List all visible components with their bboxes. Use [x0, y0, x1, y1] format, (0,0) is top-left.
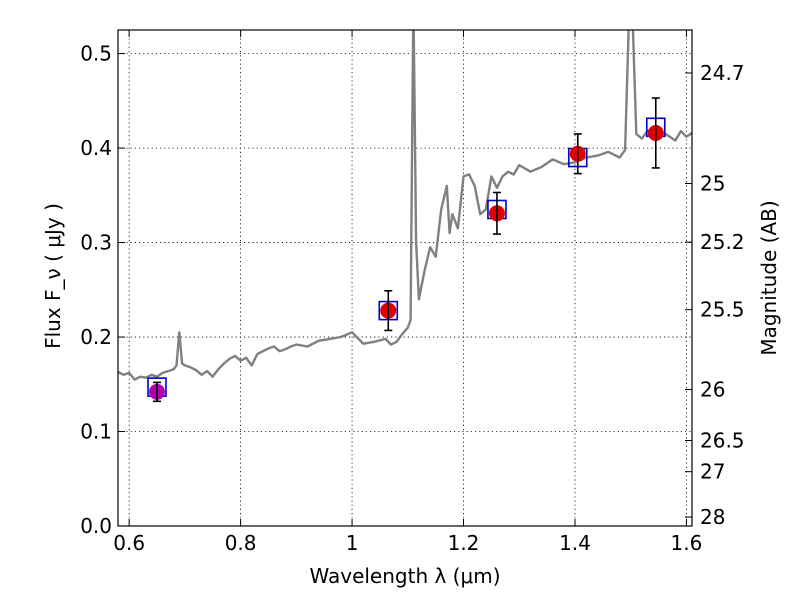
- x-tick-label: 1.4: [559, 531, 591, 555]
- x-tick-label: 1.2: [448, 531, 480, 555]
- axes: 0.6 0.8 1 1.2 1.4 1.6 0.0 0.1 0.2 0.3 0.4 0.5 28 27 26…: [80, 29, 745, 555]
- x-tick-label: 1.6: [671, 531, 703, 555]
- y-tick-label: 0.3: [80, 231, 112, 255]
- y-tick-label: 0.2: [80, 325, 112, 349]
- right-tick-label: 25: [700, 172, 725, 196]
- y-axis-right-label: Magnitude (AB): [757, 200, 781, 355]
- right-tick-label: 26.5: [700, 428, 745, 452]
- right-tick-label: 26: [700, 377, 725, 401]
- x-tick-label: 0.6: [113, 531, 145, 555]
- right-tick-label: 25.2: [700, 230, 745, 254]
- right-tick-label: 25.5: [700, 298, 745, 322]
- right-tick-label: 28: [700, 505, 725, 529]
- y-axis-label: Flux F_ν ( μJy ): [41, 203, 65, 349]
- y-tick-label: 0.4: [80, 136, 112, 160]
- plot-frame: [117, 29, 693, 527]
- y-tick-label: 0.5: [80, 42, 112, 66]
- x-axis-label: Wavelength λ (μm): [309, 564, 500, 588]
- x-tick-label: 1: [346, 531, 359, 555]
- plot-area: [118, 30, 692, 403]
- right-tick-label: 27: [700, 460, 725, 484]
- spectrum-line: [118, 30, 692, 381]
- y-tick-label: 0.1: [80, 420, 112, 444]
- x-tick-label: 0.8: [225, 531, 257, 555]
- right-tick-label: 24.7: [700, 61, 745, 85]
- y-tick-label: 0.0: [80, 514, 112, 538]
- grid: [118, 30, 692, 527]
